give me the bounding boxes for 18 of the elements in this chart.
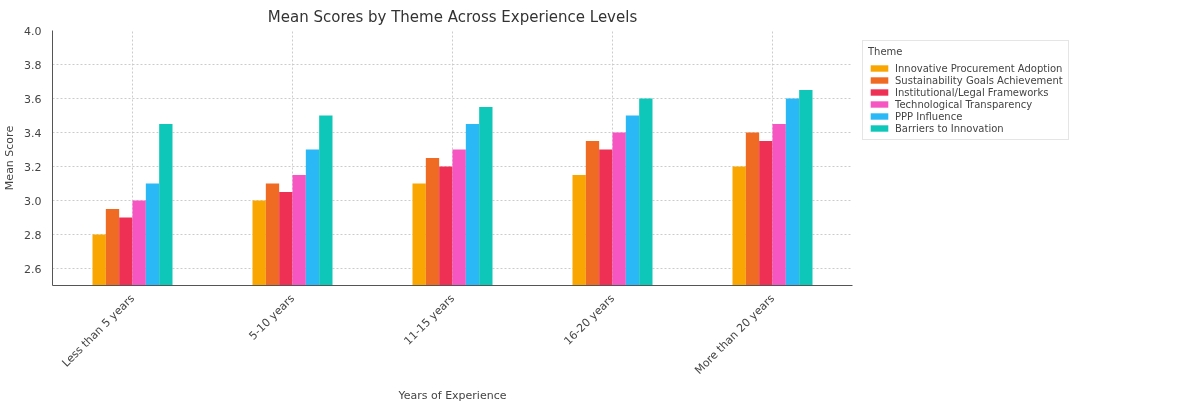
legend-label: Sustainability Goals Achievement <box>895 74 1063 86</box>
y-axis-title: Mean Score <box>3 125 17 191</box>
y-tick-label: 3.6 <box>24 92 42 106</box>
legend-label: Technological Transparency <box>895 98 1033 110</box>
y-tick-label: 3.2 <box>24 160 42 174</box>
legend-label: Barriers to Innovation <box>895 122 1004 134</box>
y-tick-label: 2.8 <box>24 228 42 242</box>
y-tick-label: 3.8 <box>24 58 42 72</box>
y-tick-label: 2.6 <box>24 262 42 276</box>
legend-title: Theme <box>868 46 904 57</box>
legend-label: Institutional/Legal Frameworks <box>895 86 1049 98</box>
legend-label: Innovative Procurement Adoption <box>895 62 1063 74</box>
y-tick-label: 4.0 <box>24 24 42 38</box>
legend-label: PPP Influence <box>895 110 963 122</box>
y-tick-label: 3.4 <box>24 126 42 140</box>
chart-title: Mean Scores by Theme Across Experience Levels <box>267 7 638 26</box>
x-axis-title: Years of Experience <box>397 389 507 403</box>
y-tick-label: 3.0 <box>24 194 42 208</box>
